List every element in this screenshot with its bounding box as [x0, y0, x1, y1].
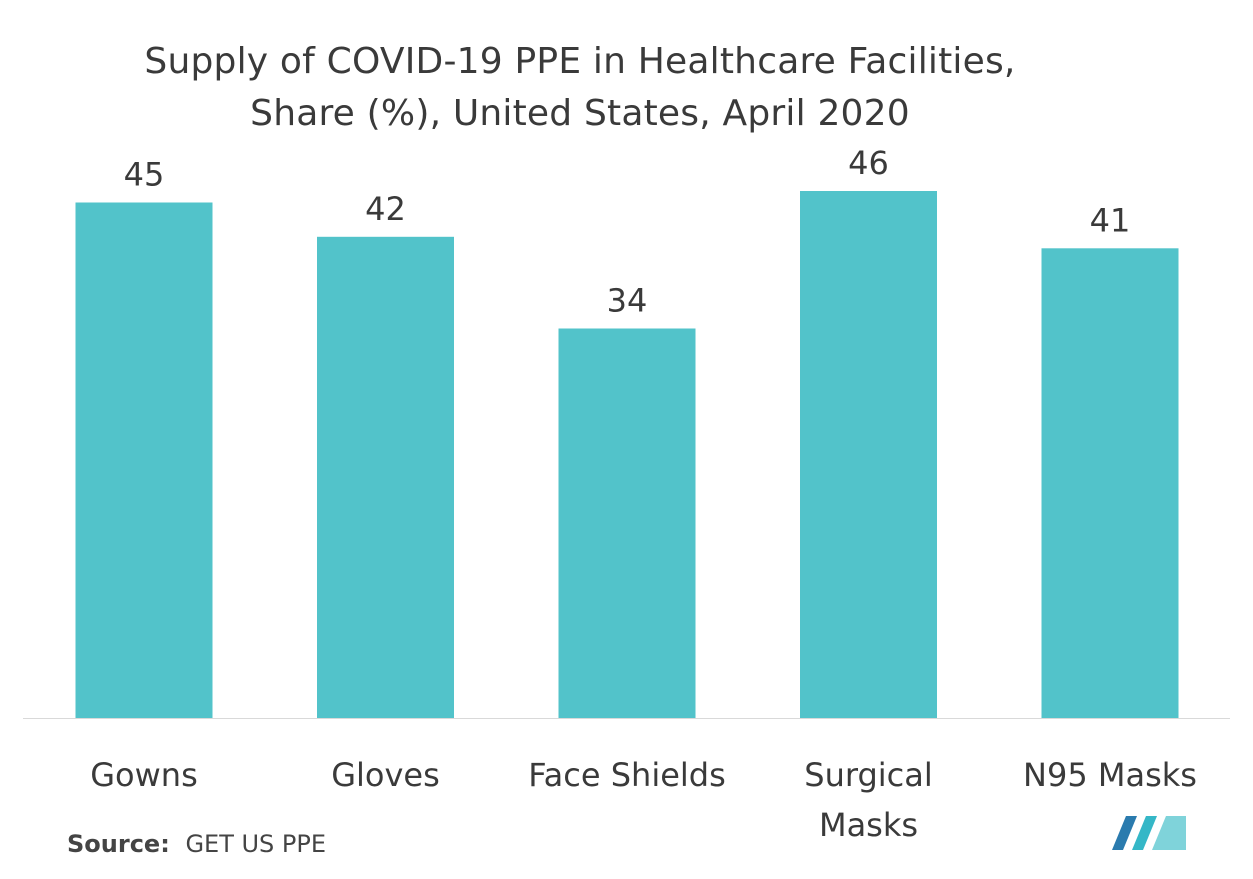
category-label-face-shields: Face Shields — [528, 756, 726, 794]
category-label-line: Face Shields — [528, 756, 726, 794]
bar-n95-masks — [1041, 248, 1179, 719]
category-label-line: Surgical — [804, 756, 932, 794]
category-labels-layer: Gowns Gloves Face Shields Surgical Masks N95 … — [90, 756, 1197, 844]
data-label-surgical-masks: 46 — [848, 144, 889, 182]
category-label-n95-masks: N95 Masks — [1023, 756, 1197, 794]
source-text: GET US PPE — [185, 830, 327, 858]
logo-right-shape — [1152, 816, 1186, 850]
chart-title: Supply of COVID-19 PPE in Healthcare Fac… — [0, 36, 1160, 140]
category-label-line: Masks — [819, 806, 918, 844]
category-label-gloves: Gloves — [331, 756, 440, 794]
bar-surgical-masks — [800, 191, 937, 718]
data-label-gowns: 45 — [124, 156, 165, 194]
bar-gowns — [75, 202, 213, 718]
logo-left-shape — [1112, 816, 1137, 850]
source-note: Source: GET US PPE — [67, 828, 326, 860]
logo-middle-shape — [1132, 816, 1157, 850]
category-label-surgical-masks: Surgical Masks — [804, 756, 932, 844]
mordor-intelligence-logo-icon — [1112, 816, 1186, 850]
chart-title-line-2: Share (%), United States, April 2020 — [250, 93, 910, 134]
bar-gloves — [317, 236, 454, 719]
bar-face-shields — [558, 328, 696, 718]
category-label-line: N95 Masks — [1023, 756, 1197, 794]
source-label: Source: — [67, 830, 170, 858]
chart-title-line-1: Supply of COVID-19 PPE in Healthcare Fac… — [144, 41, 1016, 82]
data-label-face-shields: 34 — [607, 282, 648, 320]
data-labels-layer: 45 42 34 46 41 — [124, 144, 1131, 320]
category-label-line: Gloves — [331, 756, 440, 794]
category-label-gowns: Gowns — [90, 756, 198, 794]
bars-layer — [75, 191, 1179, 719]
category-label-line: Gowns — [90, 756, 198, 794]
data-label-gloves: 42 — [365, 190, 406, 228]
data-label-n95-masks: 41 — [1090, 201, 1131, 239]
